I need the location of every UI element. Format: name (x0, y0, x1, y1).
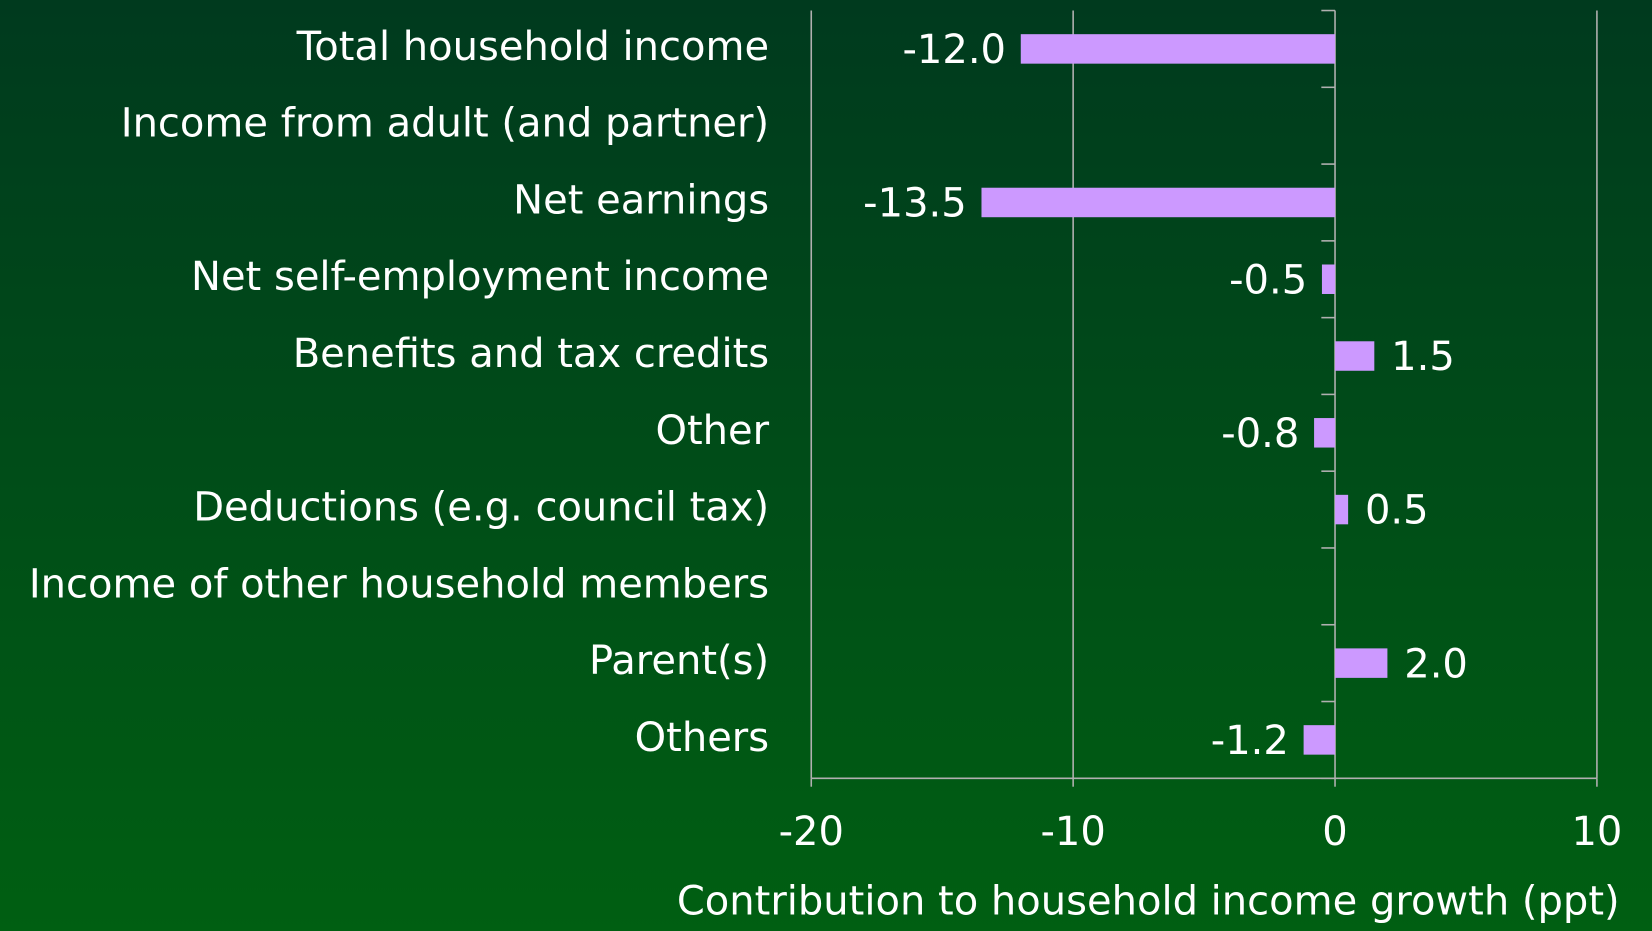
bar (1335, 341, 1375, 371)
y-tick-label: Total household income (296, 24, 769, 70)
bar (1020, 34, 1336, 64)
value-label: -1.2 (1211, 718, 1289, 764)
y-tick-label: Income from adult (and partner) (121, 101, 769, 147)
y-tick-label: Net self-employment income (191, 254, 769, 300)
y-tick-label: Other (656, 408, 770, 454)
value-label: -0.8 (1221, 411, 1299, 457)
bar (981, 187, 1336, 218)
x-tick-label: 10 (1571, 809, 1622, 855)
value-label: -0.5 (1229, 257, 1307, 303)
value-label: -13.5 (863, 181, 967, 227)
y-tick-label: Others (635, 715, 769, 761)
x-axis-title: Contribution to household income growth … (677, 879, 1620, 925)
bar (1314, 418, 1336, 448)
value-label: 1.5 (1391, 334, 1455, 380)
value-label: 0.5 (1365, 488, 1429, 534)
bar (1303, 725, 1336, 755)
x-tick-label: 0 (1322, 809, 1347, 855)
y-tick-label: Benefits and tax credits (293, 331, 769, 377)
bar (1335, 648, 1388, 678)
bar (1321, 264, 1336, 294)
value-label: -12.0 (902, 27, 1006, 73)
x-tick-label: -20 (779, 809, 844, 855)
value-label: 2.0 (1404, 641, 1468, 687)
bar (1335, 494, 1349, 525)
x-tick-label: -10 (1040, 809, 1105, 855)
y-tick-label: Net earnings (513, 177, 769, 223)
y-tick-label: Deductions (e.g. council tax) (193, 485, 769, 531)
y-tick-label: Income of other household members (29, 561, 769, 607)
y-tick-label: Parent(s) (589, 638, 769, 684)
